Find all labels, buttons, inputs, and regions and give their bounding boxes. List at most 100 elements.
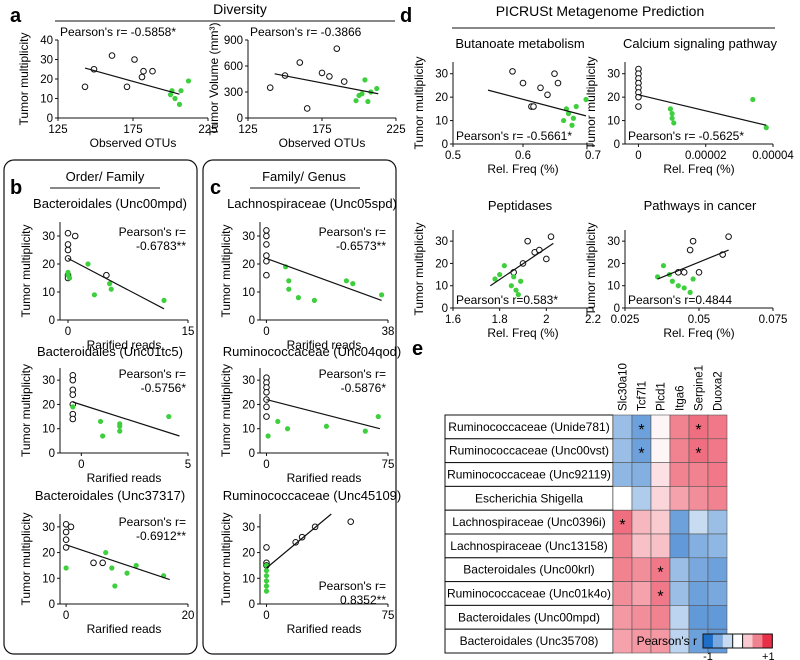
- x-axis-label: Rel. Freq (%): [663, 162, 734, 176]
- data-point-green: [91, 292, 97, 298]
- y-tick-label: 600: [224, 61, 243, 73]
- significance-mark: *: [638, 422, 644, 439]
- legend-tick-min: -1: [703, 651, 713, 660]
- pearson-annotation: Pearson's r= -0.5625*: [628, 129, 744, 143]
- data-point-green: [100, 433, 106, 439]
- y-tick-label: 0: [49, 448, 55, 460]
- data-point-green: [263, 573, 270, 579]
- data-point-green: [569, 122, 575, 128]
- trend-line: [489, 242, 554, 287]
- data-point-open: [138, 73, 146, 81]
- data-point-open: [635, 103, 642, 110]
- x-tick-label: 0: [63, 610, 69, 622]
- trend-line: [84, 67, 180, 95]
- data-point-open: [551, 70, 558, 78]
- x-tick-label: 15: [182, 326, 195, 338]
- data-point-open: [71, 232, 79, 240]
- data-point-open: [69, 376, 77, 384]
- x-tick-label: 75: [382, 459, 395, 471]
- data-point-open: [69, 391, 77, 399]
- panel-letter-c: c: [210, 177, 221, 199]
- x-tick-label: 20: [182, 610, 195, 622]
- panel-c-frame: [202, 159, 397, 655]
- data-point-green: [108, 286, 114, 292]
- data-point-green: [513, 287, 519, 293]
- x-tick-label: 0.00002: [685, 150, 727, 162]
- data-point-open: [64, 229, 72, 237]
- trend-line: [266, 513, 332, 569]
- chart-title: Lachnospiraceae (Unc05spd): [227, 196, 397, 211]
- y-tick-label: 30: [40, 55, 53, 67]
- x-tick-label: 0: [263, 610, 269, 622]
- pearson-annotation: Pearson's r= -0.3866: [250, 25, 362, 39]
- data-point-green: [501, 263, 507, 269]
- data-point-open: [340, 78, 348, 85]
- pearson-annotation: Pearson's r=0.4844: [628, 293, 732, 307]
- data-point-open: [326, 73, 333, 80]
- heatmap-cell: [688, 486, 709, 511]
- data-point-open: [81, 83, 89, 91]
- data-point-open: [263, 413, 270, 420]
- data-point-green: [167, 92, 174, 98]
- chart-title: Calcium signaling pathway: [623, 36, 777, 51]
- heatmap-column-label: Itga6: [675, 385, 687, 411]
- y-tick-label: 20: [607, 258, 620, 270]
- panel-b-frame: [3, 159, 198, 655]
- heatmap-cell: [669, 486, 690, 511]
- legend-swatch: [722, 634, 734, 648]
- heatmap-cell: [612, 557, 633, 582]
- chart-d4: Pathways in cancer 0 10 20 30 0.025 0.05 0.075 R…: [584, 198, 787, 340]
- data-point-open: [689, 237, 697, 245]
- trend-line: [487, 89, 587, 117]
- heatmap-cell: [688, 605, 709, 630]
- trend-line: [67, 257, 165, 310]
- y-tick-label: 300: [224, 87, 243, 99]
- heatmap-cell: [650, 486, 671, 511]
- data-point-green: [97, 418, 104, 425]
- pearson-annotation: Pearson's r= -0.6573**: [319, 225, 387, 253]
- data-point-open: [524, 237, 531, 245]
- data-point-green: [67, 275, 73, 281]
- chart-b1: Bacteroidales (Unc00mpd) 0 10 20 30 0 15 Rarifi…: [19, 196, 194, 352]
- chart-title: Butanoate metabolism: [455, 36, 584, 51]
- data-point-green: [511, 274, 517, 280]
- data-point-green: [350, 281, 356, 287]
- data-point-open: [266, 84, 274, 91]
- heatmap-cell: [631, 557, 652, 582]
- chart-title: Bacteroidales (Unc00mpd): [33, 196, 187, 211]
- data-point-green: [112, 583, 118, 589]
- heatmap-cell: [688, 462, 709, 487]
- y-tick-label: 0: [442, 303, 448, 315]
- heatmap-cell: [631, 533, 652, 559]
- data-point-open: [333, 45, 341, 52]
- data-point-open: [543, 255, 550, 263]
- significance-mark: *: [619, 517, 625, 534]
- heatmap-cell: [650, 462, 671, 487]
- trend-line: [72, 401, 180, 437]
- data-point-green: [669, 278, 675, 284]
- y-axis-label: Tumor multiplicity: [412, 57, 426, 150]
- chart-title: Bacteroidales (Unc01tc5): [37, 344, 183, 359]
- data-point-open: [347, 518, 355, 526]
- data-point-open: [64, 241, 72, 248]
- heatmap-cell: [612, 533, 633, 559]
- trend-line: [266, 398, 381, 430]
- y-tick-label: 10: [242, 287, 255, 299]
- heatmap-cell: [612, 438, 633, 463]
- pearson-annotation: Pearson's r= -0.6783**: [119, 225, 187, 253]
- legend-swatch: [703, 634, 714, 648]
- heatmap-cell: [631, 462, 652, 487]
- x-tick-label: 2: [543, 314, 549, 326]
- y-tick-label: 10: [42, 573, 55, 585]
- data-point-open: [686, 246, 694, 254]
- data-point-open: [303, 105, 311, 112]
- chart-title: Bacteroidales (Unc37317): [35, 488, 185, 503]
- heatmap-cell: [669, 581, 690, 606]
- data-point-green: [109, 565, 115, 571]
- y-tick-label: 30: [42, 375, 55, 387]
- data-point-green: [667, 106, 674, 112]
- heatmap-cell: [707, 414, 728, 440]
- y-tick-label: 10: [40, 94, 53, 106]
- pearson-annotation: Pearson's r=0.583*: [456, 293, 558, 307]
